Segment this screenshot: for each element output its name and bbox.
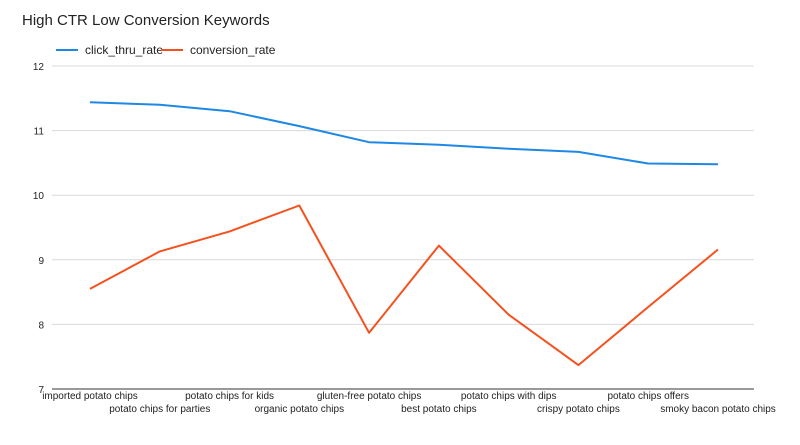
x-tick-label: best potato chips [401,404,477,415]
gridlines [52,65,754,390]
legend-label-click-thru-rate: click_thru_rate [85,43,163,57]
y-tick-label: 8 [38,320,44,331]
data-point-conversion-rate [507,313,511,317]
data-point-conversion-rate [367,331,371,335]
data-point-click-thru-rate [437,143,441,147]
data-point-conversion-rate [158,249,162,253]
x-tick-label: potato chips for kids [185,391,274,402]
data-point-conversion-rate [716,247,720,251]
y-tick-label: 11 [34,127,45,138]
data-point-click-thru-rate [576,150,580,154]
series-line-click-thru-rate [89,101,719,166]
series-lines [88,100,720,367]
data-point-click-thru-rate [367,140,371,144]
x-axis-tick-labels: imported potato chips potato chips for pa… [42,391,776,415]
legend: click_thru_rate conversion_rate [56,43,276,57]
x-tick-label: potato chips with dips [461,391,557,402]
x-tick-label: potato chips offers [607,391,689,402]
legend-label-conversion-rate: conversion_rate [190,43,276,57]
data-point-conversion-rate [88,287,92,291]
data-point-conversion-rate [297,204,301,208]
x-tick-label: potato chips for parties [109,404,210,415]
y-tick-label: 10 [33,191,45,202]
data-point-click-thru-rate [646,162,650,166]
y-tick-label: 12 [33,62,45,73]
x-tick-label: crispy potato chips [537,404,620,415]
y-tick-label: 7 [38,385,44,396]
data-point-conversion-rate [437,244,441,248]
data-point-click-thru-rate [507,147,511,151]
x-tick-label: gluten-free potato chips [317,391,422,402]
series-line-conversion-rate [89,204,719,367]
y-tick-label: 9 [38,256,44,267]
x-tick-label: smoky bacon potato chips [660,404,776,415]
y-axis-tick-labels: 7 8 9 10 11 12 [33,62,45,396]
chart-title: High CTR Low Conversion Keywords [22,12,270,29]
x-tick-label: organic potato chips [255,404,345,415]
data-point-click-thru-rate [228,109,232,113]
data-point-click-thru-rate [297,124,301,128]
data-point-click-thru-rate [716,162,720,166]
data-point-conversion-rate [646,305,650,309]
data-point-click-thru-rate [158,103,162,107]
data-point-click-thru-rate [88,100,92,104]
data-point-conversion-rate [228,229,232,233]
x-tick-label: imported potato chips [42,391,138,402]
data-point-conversion-rate [576,363,580,367]
